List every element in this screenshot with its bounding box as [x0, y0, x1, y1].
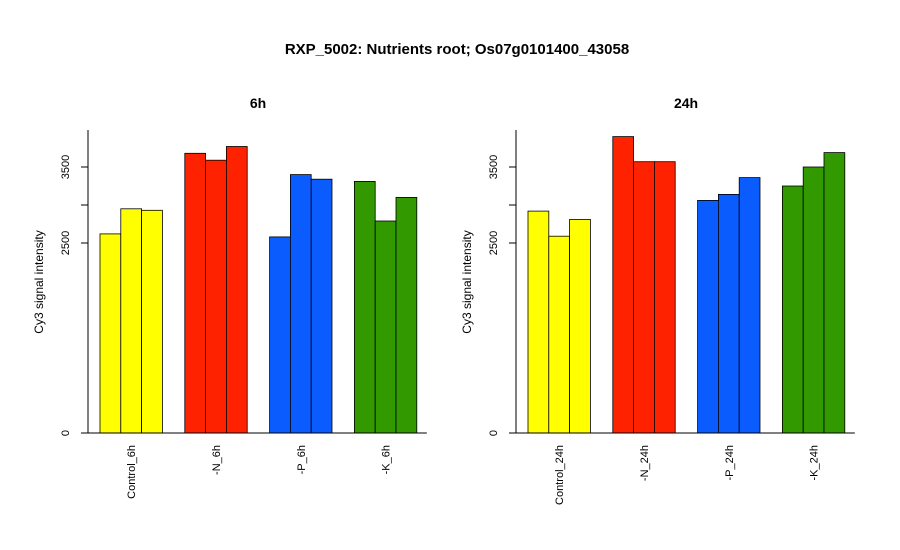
x-tick-label: -N_6h: [211, 445, 223, 475]
figure-title: RXP_5002: Nutrients root; Os07g0101400_4…: [285, 41, 629, 58]
x-tick-label: Control_24h: [554, 445, 566, 505]
bar: [141, 209, 163, 434]
bar: [269, 236, 291, 434]
bar: [654, 161, 676, 434]
y-tick-label: 0: [488, 430, 500, 436]
bar: [569, 218, 591, 434]
y-tick-label: 2500: [60, 231, 72, 255]
bar: [782, 185, 804, 434]
y-tick-label: 3500: [60, 155, 72, 179]
y-tick-label: 3500: [488, 155, 500, 179]
bar: [374, 220, 397, 434]
y-axis-label: Cy3 signal intensity: [32, 230, 46, 333]
x-tick-label: -K_6h: [381, 445, 393, 474]
bar: [205, 159, 227, 434]
panel-title: 24h: [674, 95, 698, 111]
y-tick-label: 0: [60, 430, 72, 436]
bar: [738, 177, 761, 434]
x-tick-label: Control_6h: [126, 445, 138, 499]
bar: [548, 235, 570, 434]
bar: [802, 166, 825, 434]
y-axis-label: Cy3 signal intensity: [460, 230, 474, 333]
bar: [353, 180, 376, 434]
bar: [99, 233, 122, 434]
bar: [823, 152, 846, 434]
bar: [225, 146, 248, 434]
bar: [697, 199, 719, 434]
bar: [395, 196, 418, 434]
bar: [718, 193, 740, 434]
x-tick-label: -N_24h: [639, 445, 651, 481]
x-tick-label: -P_6h: [296, 445, 308, 474]
bar: [184, 152, 207, 434]
panel-6h: 6h Cy3 signal intensity 0 2500 3500 Control…: [32, 95, 427, 499]
bar: [289, 174, 312, 434]
bar: [527, 210, 550, 434]
panel-24h: 24h Cy3 signal intensity 0 2500 3500 Contro…: [460, 95, 855, 505]
bar: [612, 136, 634, 434]
bar: [633, 161, 655, 434]
x-tick-label: -P_24h: [724, 445, 736, 480]
bar: [120, 208, 143, 434]
bar: [310, 178, 333, 434]
y-tick-label: 2500: [488, 231, 500, 255]
x-tick-label: -K_24h: [809, 445, 821, 480]
panel-title: 6h: [250, 95, 266, 111]
